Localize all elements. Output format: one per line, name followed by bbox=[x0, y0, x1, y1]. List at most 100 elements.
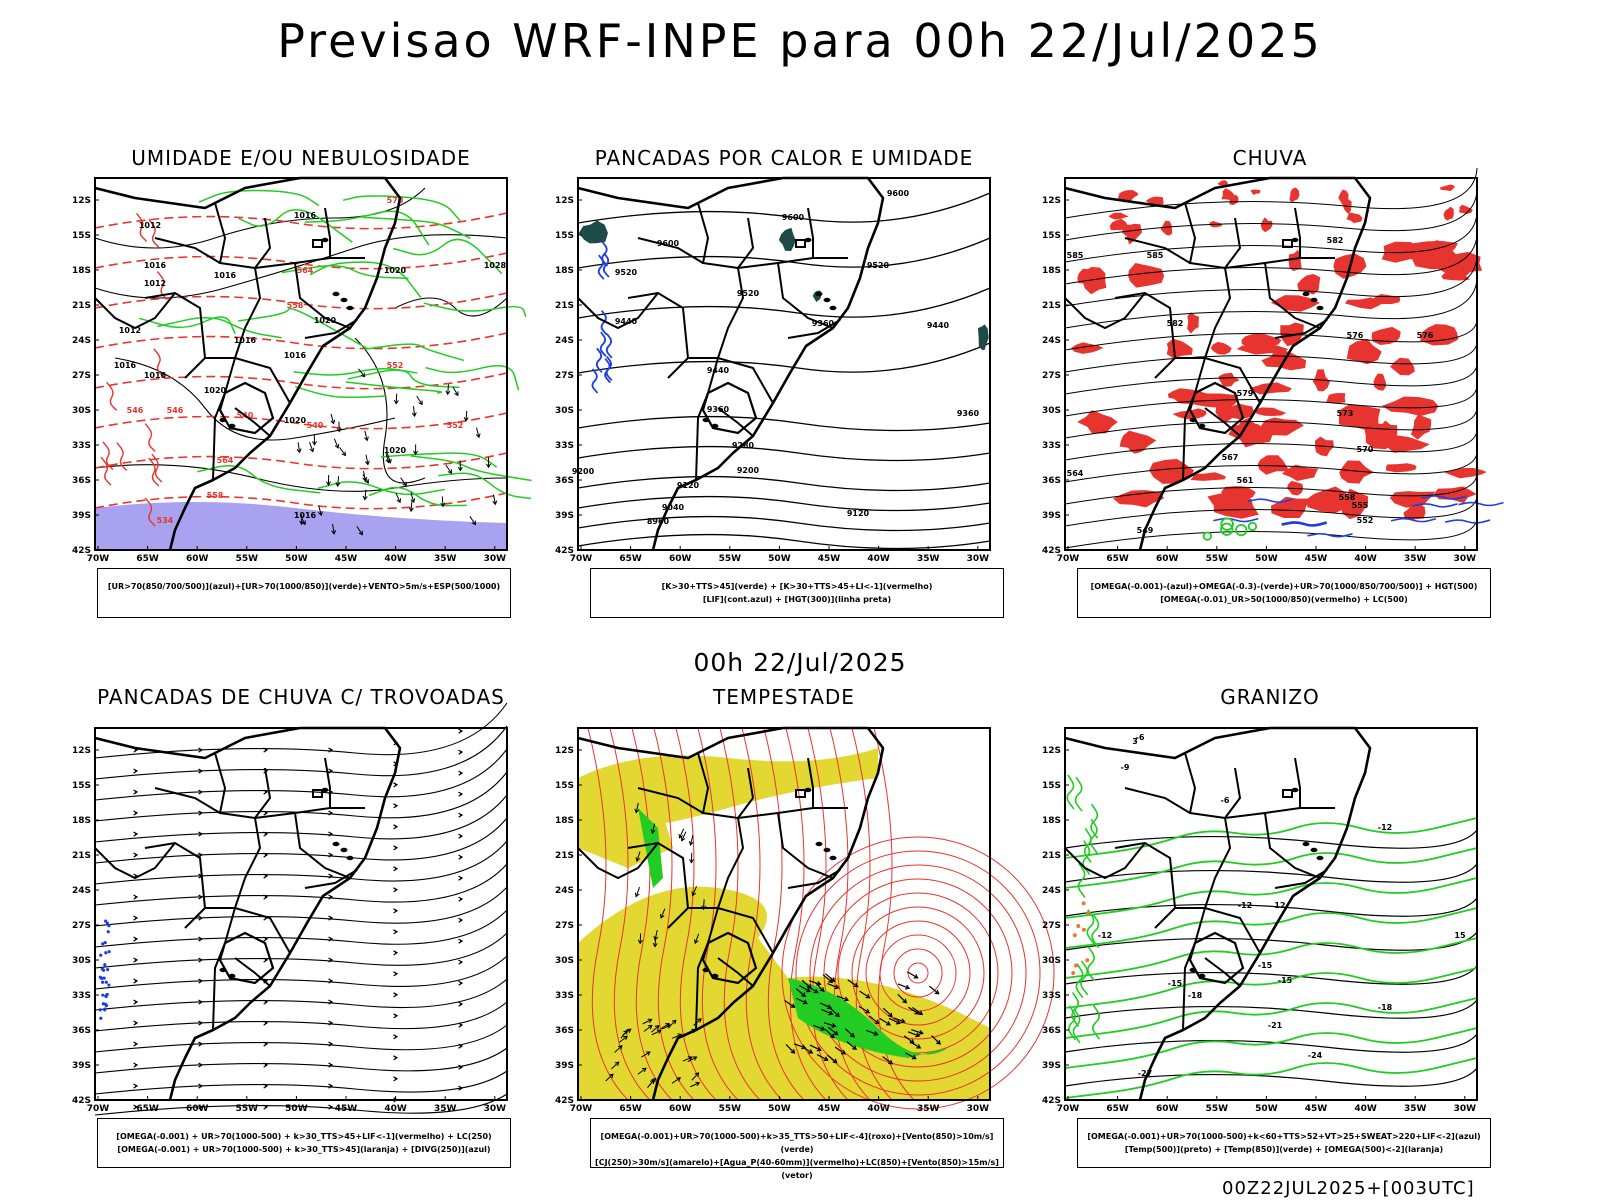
panel-title-chuva: CHUVA bbox=[1232, 146, 1308, 170]
state-border bbox=[1264, 812, 1321, 879]
wind-vector-head bbox=[637, 939, 643, 945]
wind-vector-head bbox=[865, 993, 871, 999]
wind-vector bbox=[363, 470, 366, 481]
wind-vector-head bbox=[263, 852, 269, 858]
wind-vector-head bbox=[918, 1010, 924, 1016]
wind-vector bbox=[897, 993, 907, 1004]
temp-850-contour bbox=[1090, 803, 1099, 839]
map-granizo: -6 -6 -9 -12 -12 -12 -15 -15 -15 -18 -18 -21 -24 -27 1… bbox=[1042, 726, 1478, 1114]
contour-label: 9600 bbox=[782, 213, 805, 222]
wind-vector-head bbox=[458, 1085, 464, 1091]
state-border bbox=[1182, 357, 1206, 481]
state-border bbox=[717, 267, 745, 359]
wind-vector bbox=[829, 1007, 840, 1017]
rain-area bbox=[1229, 194, 1239, 206]
rain-area bbox=[1385, 463, 1417, 473]
state-border bbox=[144, 291, 206, 359]
wind-vector-head bbox=[133, 810, 139, 816]
wind-vector bbox=[799, 985, 811, 992]
wind-vector-head bbox=[895, 1019, 901, 1025]
divergence-marker bbox=[101, 942, 105, 946]
state-border bbox=[577, 292, 659, 330]
wind-vector-head bbox=[198, 1020, 204, 1026]
contour-label: -15 bbox=[1168, 979, 1183, 988]
lat-tick-label: 42S bbox=[72, 1096, 91, 1106]
wind-vector-head bbox=[492, 500, 498, 506]
contour-label: 1016 bbox=[114, 361, 137, 370]
wind-vector bbox=[385, 452, 390, 463]
lat-tick-label: 42S bbox=[555, 546, 574, 556]
lat-tick-label: 15S bbox=[1042, 781, 1061, 791]
state-border bbox=[777, 812, 834, 879]
humidity-contour-red bbox=[156, 271, 168, 301]
lon-tick-label: 60W bbox=[669, 1104, 692, 1114]
wind-vector bbox=[784, 999, 795, 1008]
streamline-850 bbox=[809, 864, 1027, 1082]
wind-vector-head bbox=[852, 1045, 857, 1051]
contour-label: 1016 bbox=[284, 351, 307, 360]
country-border bbox=[1188, 381, 1245, 435]
streamline bbox=[1064, 473, 1478, 505]
wind-vector-head bbox=[820, 1026, 826, 1031]
rain-area bbox=[1326, 393, 1346, 403]
divergence-marker bbox=[104, 980, 108, 984]
temp-850-contour bbox=[1082, 840, 1091, 875]
legend-line: [K>30+TTS>45](verde) + [K>30+TTS>45+LI<-… bbox=[661, 582, 933, 591]
lake-marker bbox=[1316, 855, 1324, 861]
contour-label: 9600 bbox=[657, 239, 680, 248]
wind-vector bbox=[893, 1017, 905, 1023]
wind-vector-head bbox=[909, 1039, 915, 1044]
wind-vector-head bbox=[850, 1032, 855, 1038]
streamline-850 bbox=[795, 850, 1041, 1096]
lon-tick-label: 30W bbox=[967, 1104, 990, 1114]
contour-label: -6 bbox=[1136, 733, 1145, 742]
omega-contour bbox=[1307, 532, 1353, 538]
wind-vector-head bbox=[393, 1034, 399, 1040]
streamline-850 bbox=[781, 836, 1055, 1110]
convection-area bbox=[778, 227, 796, 252]
wind-vector-head bbox=[900, 1018, 906, 1024]
lat-tick-label: 39S bbox=[72, 511, 91, 521]
streamline-850 bbox=[873, 727, 915, 1101]
wind-vector-head bbox=[133, 1041, 139, 1047]
wind-vector-head bbox=[328, 915, 334, 921]
wind-vector-head bbox=[198, 936, 204, 942]
lat-tick-label: 39S bbox=[555, 511, 574, 521]
streamline-850 bbox=[865, 920, 971, 1026]
wind-vector-head bbox=[328, 831, 334, 837]
wind-vector bbox=[410, 501, 413, 512]
state-border bbox=[717, 957, 754, 987]
contour-label: -21 bbox=[1268, 1021, 1283, 1030]
contour-label: 579 bbox=[1237, 389, 1254, 398]
humidity-contour-red bbox=[102, 441, 114, 471]
streamline bbox=[94, 1001, 508, 1032]
wind-vector bbox=[690, 835, 694, 846]
lon-tick-label: 35W bbox=[434, 554, 457, 564]
rain-area bbox=[1228, 422, 1273, 448]
wind-vector-head bbox=[328, 810, 334, 816]
wind-vector-head bbox=[393, 845, 399, 851]
humidity-contour-red bbox=[148, 457, 160, 487]
state-border bbox=[688, 357, 774, 404]
wind-vector-head bbox=[816, 1046, 822, 1052]
wind-vector bbox=[410, 492, 415, 503]
legend-tempestade: [OMEGA(-0.001)+UR>70(1000-500)+k>35_TTS>… bbox=[590, 1118, 1004, 1180]
state-border bbox=[1064, 842, 1146, 880]
wind-vector-head bbox=[393, 1076, 399, 1082]
lon-tick-label: 45W bbox=[818, 554, 841, 564]
rain-area bbox=[1108, 212, 1129, 220]
state-border bbox=[737, 767, 755, 819]
wind-vector-head bbox=[829, 1033, 835, 1039]
wind-vector-head bbox=[801, 1044, 807, 1050]
wind-vector-head bbox=[805, 987, 811, 993]
wind-vector-head bbox=[463, 417, 469, 422]
state-border bbox=[212, 907, 236, 1031]
wind-vector bbox=[635, 886, 640, 897]
wind-vector bbox=[297, 442, 301, 453]
run-time-label: 00Z22JUL2025+[003UTC] bbox=[1222, 1178, 1475, 1199]
rain-area bbox=[1441, 270, 1471, 281]
wind-vector-head bbox=[328, 852, 334, 858]
contour-label: 570 bbox=[387, 196, 404, 205]
